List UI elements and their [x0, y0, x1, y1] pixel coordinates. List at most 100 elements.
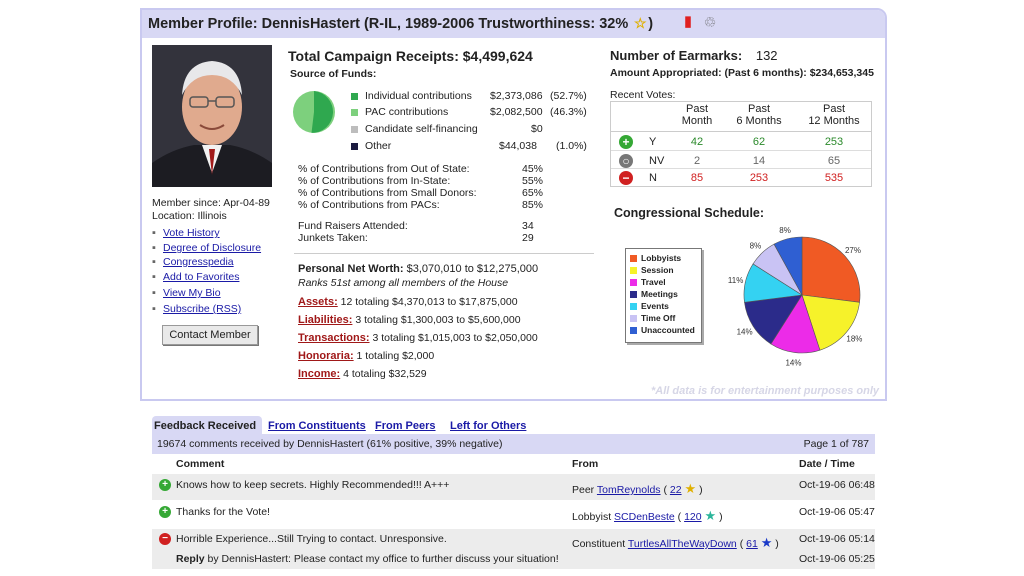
link-subscribe-rss[interactable]: Subscribe (RSS) — [163, 303, 242, 315]
legend-swatch-individual — [351, 93, 358, 100]
contact-member-button[interactable]: Contact Member — [162, 325, 258, 345]
col-datetime: Date / Time — [799, 458, 855, 470]
feedback-user-link[interactable]: TurtlesAllTheWayDown — [627, 538, 737, 550]
liabilities-text: 3 totaling $1,300,003 to $5,600,000 — [355, 314, 521, 326]
amount-appropriated: Amount Appropriated: (Past 6 months): $2… — [610, 67, 874, 79]
schedule-legend: Lobbyists Session Travel Meetings Events… — [625, 248, 702, 343]
recycle-icon[interactable]: ♲ — [703, 14, 717, 30]
link-add-to-favorites[interactable]: Add to Favorites — [163, 271, 240, 283]
bullet: ▪ — [152, 287, 156, 299]
legend-item: Unaccounted — [630, 325, 695, 335]
income-link[interactable]: Income: — [298, 368, 341, 380]
pie-slice-unaccounted — [773, 236, 803, 296]
reply-date: Oct-19-06 05:25 — [799, 553, 875, 565]
feedback-score-link[interactable]: 61 — [746, 538, 758, 550]
assets-link[interactable]: Assets: — [298, 296, 338, 308]
trash-icon[interactable]: ▮ — [683, 13, 693, 30]
vote-no-icon: − — [619, 171, 633, 185]
link-congresspedia[interactable]: Congresspedia — [163, 256, 234, 268]
source-of-funds-label: Source of Funds: — [290, 68, 377, 80]
disclaimer-watermark: *All data is for entertainment purposes … — [651, 385, 879, 397]
legend-item: Lobbyists — [630, 253, 681, 263]
legend-item: Session — [630, 265, 674, 275]
legend-swatch-other — [351, 143, 358, 150]
pie-label: 14% — [737, 327, 753, 336]
net-worth-label: Personal Net Worth: — [298, 263, 404, 275]
fund-label: Individual contributions — [365, 90, 472, 102]
divider — [294, 253, 594, 254]
feedback-row: + Thanks for the Vote! Lobbyist SCDenBes… — [152, 502, 875, 526]
transactions-text: 3 totaling $1,015,003 to $2,050,000 — [372, 332, 538, 344]
stat-label: % of Contributions from Small Donors: — [298, 187, 477, 199]
recent-votes-label: Recent Votes: — [610, 89, 676, 101]
earmarks-label: Number of Earmarks: — [610, 48, 743, 63]
bullet: ▪ — [152, 271, 156, 283]
feedback-comment: Horrible Experience...Still Trying to co… — [176, 533, 447, 545]
fund-label: Other — [365, 140, 392, 152]
pie-label: 27% — [845, 246, 861, 255]
legend-item: Meetings — [630, 289, 678, 299]
net-worth-rank: Ranks 51st among all members of the Hous… — [298, 277, 509, 289]
tab-from-peers[interactable]: From Peers — [375, 420, 436, 432]
teal-star-icon: ★ — [704, 508, 717, 523]
stat-value: 45% — [522, 163, 544, 175]
pie-slice-session — [801, 294, 860, 351]
tab-feedback-received[interactable]: Feedback Received — [152, 416, 262, 436]
vote-value: 253 — [749, 172, 769, 184]
fund-amount: $2,082,500 — [490, 106, 543, 118]
positive-icon: + — [159, 506, 171, 518]
link-view-my-bio[interactable]: View My Bio — [163, 287, 221, 299]
vote-value: 62 — [752, 136, 766, 148]
liabilities-link[interactable]: Liabilities: — [298, 314, 353, 326]
member-profile-panel: Member Profile: DennisHastert (R-IL, 198… — [140, 8, 887, 401]
vote-value: 85 — [690, 172, 704, 184]
feedback-date: Oct-19-06 05:14 — [799, 533, 875, 545]
net-worth-value: $3,070,010 to $12,275,000 — [406, 263, 539, 275]
votes-col-12months: Past 12 Months — [808, 103, 860, 127]
feedback-score-link[interactable]: 120 — [684, 511, 702, 523]
feedback-user-link[interactable]: TomReynolds — [596, 484, 661, 496]
title-bar: Member Profile: DennisHastert (R-IL, 198… — [142, 10, 885, 38]
transactions-link[interactable]: Transactions: — [298, 332, 370, 344]
page-indicator: Page 1 of 787 — [803, 438, 869, 450]
tab-from-constituents[interactable]: From Constituents — [268, 420, 366, 432]
feedback-user-link[interactable]: SCDenBeste — [614, 511, 675, 523]
pie-label: 11% — [728, 276, 743, 285]
link-vote-history[interactable]: Vote History — [163, 227, 220, 239]
vote-value: 65 — [827, 155, 841, 167]
stat-value: 55% — [522, 175, 544, 187]
feedback-date: Oct-19-06 06:48 — [799, 479, 875, 491]
schedule-pie-chart: 27% 18% 14% 14% 11% 8% 8% — [728, 226, 862, 367]
stat-label: % of Contributions from PACs: — [298, 199, 440, 211]
legend-item: Travel — [630, 277, 666, 287]
vote-value: 2 — [693, 155, 701, 167]
fund-label: PAC contributions — [365, 106, 449, 118]
vote-value: 535 — [824, 172, 844, 184]
pie-label: 18% — [846, 334, 862, 343]
member-location: Location: Illinois — [152, 210, 227, 222]
legend-swatch — [630, 279, 637, 287]
pie-slice-meetings — [744, 294, 803, 345]
fund-pct: (1.0%) — [556, 140, 587, 152]
tab-left-for-others[interactable]: Left for Others — [450, 420, 527, 432]
honoraria-link[interactable]: Honoraria: — [298, 350, 354, 362]
legend-swatch — [630, 291, 637, 299]
vote-row-label: N — [649, 172, 657, 184]
stat-label: % of Contributions from In-State: — [298, 175, 451, 187]
feedback-role: Peer — [572, 484, 595, 496]
feedback-row: + Knows how to keep secrets. Highly Reco… — [152, 474, 875, 500]
stat-value: 65% — [522, 187, 544, 199]
honoraria-text: 1 totaling $2,000 — [356, 350, 435, 362]
fund-label: Candidate self-financing — [365, 123, 478, 135]
gold-star-icon: ★ — [684, 481, 697, 496]
negative-icon: − — [159, 533, 171, 545]
star-icon[interactable]: ☆ — [634, 15, 647, 31]
page-title: Member Profile: DennisHastert (R-IL, 198… — [148, 15, 654, 32]
link-degree-of-disclosure[interactable]: Degree of Disclosure — [163, 242, 262, 254]
earmarks-count: 132 — [755, 48, 778, 63]
vote-value: 14 — [752, 155, 766, 167]
stat-value: 85% — [522, 199, 544, 211]
feedback-score-link[interactable]: 22 — [669, 484, 682, 496]
feedback-role: Constituent — [572, 538, 626, 550]
fund-amount: $2,373,086 — [490, 90, 543, 102]
